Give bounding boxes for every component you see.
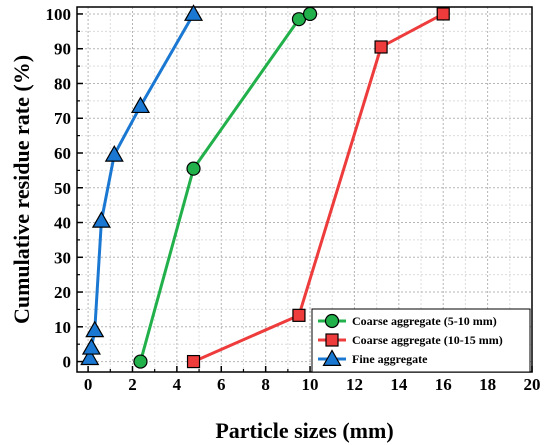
legend-marker-circle	[324, 313, 340, 329]
data-point-triangle	[130, 96, 151, 114]
y-axis-title: Cumulative residue rate (%)	[9, 55, 34, 324]
series-0	[133, 6, 318, 369]
x-tick-label: 12	[346, 375, 363, 394]
y-tick-label: 20	[54, 283, 71, 302]
data-point-triangle	[80, 348, 100, 366]
legend-item: Coarse aggregate (10-15 mm)	[318, 333, 503, 347]
x-tick-label: 0	[84, 375, 93, 394]
data-point-triangle	[91, 211, 111, 228]
y-tick-label: 100	[46, 5, 72, 24]
x-tick-label: 8	[261, 375, 270, 394]
data-point-square	[292, 308, 306, 322]
series-line	[192, 12, 444, 363]
series-2	[80, 4, 204, 366]
y-tick-label: 50	[54, 179, 71, 198]
plot-frame	[76, 6, 533, 373]
data-point-triangle	[85, 320, 105, 338]
legend-item: Fine aggregate	[318, 349, 428, 366]
y-tick-label: 30	[54, 248, 71, 267]
data-point-square	[374, 40, 388, 54]
series-layer	[80, 4, 450, 369]
y-tick-label: 60	[54, 144, 71, 163]
y-tick-label: 90	[54, 40, 71, 59]
y-tick-label: 40	[54, 214, 71, 233]
legend-label: Coarse aggregate (5-10 mm)	[352, 314, 497, 328]
y-tick-label: 0	[63, 353, 72, 372]
data-point-triangle	[183, 4, 204, 21]
x-tick-label: 6	[217, 375, 226, 394]
x-tick-label: 14	[390, 375, 408, 394]
data-point-circle	[186, 161, 201, 176]
legend-box	[311, 308, 531, 373]
legend: Coarse aggregate (5-10 mm) Coarse aggrega…	[311, 308, 531, 373]
legend-label: Fine aggregate	[352, 352, 428, 366]
legend-item: Coarse aggregate (5-10 mm)	[318, 313, 497, 329]
legend-marker-triangle	[322, 349, 342, 366]
y-axis: 0 10 20 30 40 50 60 70 80 90 100	[46, 5, 83, 372]
data-point-triangle	[81, 337, 101, 355]
legend-label: Coarse aggregate (10-15 mm)	[352, 333, 503, 347]
data-point-square	[186, 354, 201, 369]
legend-marker-square	[325, 333, 339, 347]
data-point-circle	[133, 354, 148, 369]
x-axis-title: Particle sizes (mm)	[215, 418, 393, 443]
x-tick-label: 2	[128, 375, 137, 394]
data-point-triangle	[104, 145, 124, 162]
y-tick-label: 80	[54, 74, 71, 93]
x-tick-label: 4	[173, 375, 182, 394]
x-tick-label: 18	[479, 375, 496, 394]
data-point-circle	[302, 6, 318, 22]
series-1	[186, 7, 450, 369]
y-tick-label: 10	[54, 318, 71, 337]
x-tick-label: 16	[435, 375, 452, 394]
y-tick-label: 70	[54, 109, 71, 128]
x-tick-label: 10	[302, 375, 319, 394]
series-line	[88, 13, 195, 359]
data-point-square	[436, 7, 450, 21]
x-tick-label: 20	[524, 375, 541, 394]
